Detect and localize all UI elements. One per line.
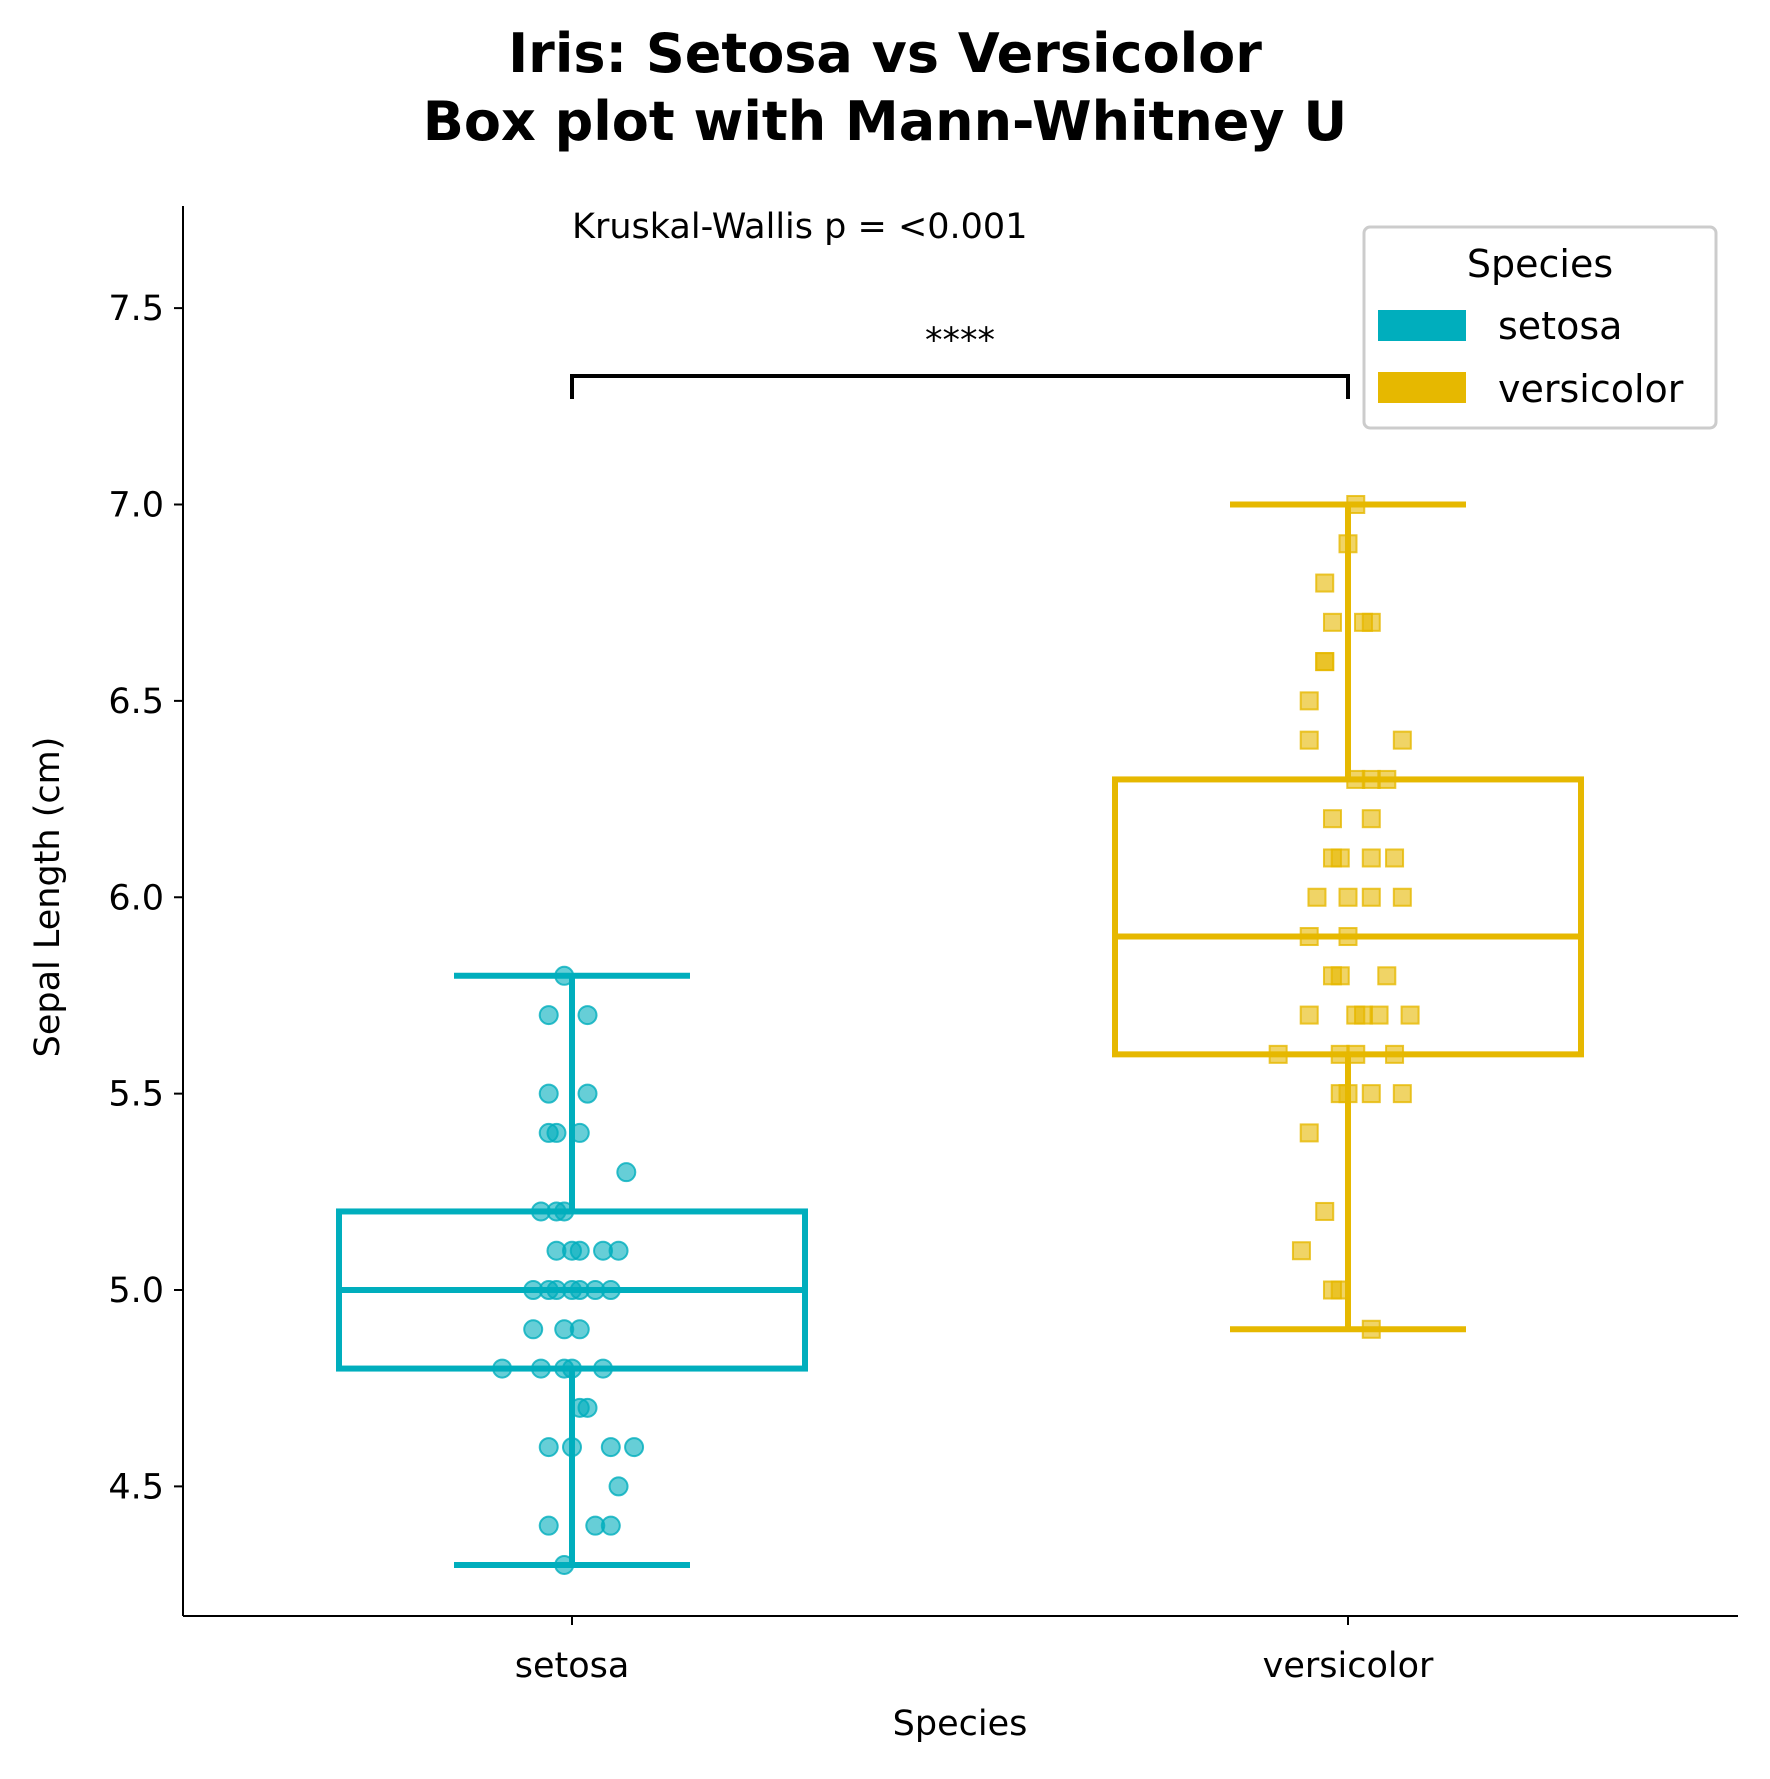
x-tick-label-versicolor: versicolor xyxy=(1263,1646,1434,1686)
data-point-versicolor xyxy=(1338,534,1358,554)
data-point-versicolor xyxy=(1361,809,1381,829)
y-tick-label: 7.0 xyxy=(108,485,164,525)
y-tick-label: 4.5 xyxy=(108,1467,164,1507)
data-point-setosa xyxy=(538,1083,559,1104)
legend: Species setosa versicolor xyxy=(1362,225,1718,430)
data-point-setosa xyxy=(608,1476,629,1497)
data-point-setosa xyxy=(600,1515,621,1536)
data-point-versicolor xyxy=(1338,927,1358,947)
data-point-versicolor xyxy=(1346,494,1366,514)
data-point-versicolor xyxy=(1377,769,1397,789)
data-point-versicolor xyxy=(1330,966,1350,986)
significance-bracket: **** xyxy=(570,321,1350,399)
y-tick-label: 6.0 xyxy=(108,878,164,918)
data-point-setosa xyxy=(600,1437,621,1458)
data-point-setosa xyxy=(546,1122,567,1143)
y-axis-label: Sepal Length (cm) xyxy=(28,737,68,1058)
legend-label-versicolor: versicolor xyxy=(1498,367,1684,411)
data-point-versicolor xyxy=(1322,612,1342,632)
data-point-setosa xyxy=(569,1240,590,1261)
box-group-setosa xyxy=(336,965,808,1575)
data-point-versicolor xyxy=(1299,927,1319,947)
data-point-setosa xyxy=(577,1005,598,1026)
data-point-versicolor xyxy=(1338,887,1358,907)
data-point-versicolor xyxy=(1385,848,1405,868)
data-point-versicolor xyxy=(1361,887,1381,907)
data-point-versicolor xyxy=(1307,887,1327,907)
data-point-setosa xyxy=(593,1358,614,1379)
data-point-versicolor xyxy=(1377,966,1397,986)
legend-swatch-versicolor xyxy=(1378,372,1466,403)
data-point-versicolor xyxy=(1361,1084,1381,1104)
data-point-setosa xyxy=(577,1397,598,1418)
data-point-versicolor xyxy=(1322,809,1342,829)
data-point-versicolor xyxy=(1315,1201,1335,1221)
data-point-versicolor xyxy=(1361,769,1381,789)
data-point-setosa xyxy=(569,1319,590,1340)
data-point-versicolor xyxy=(1385,1044,1405,1064)
data-point-versicolor xyxy=(1299,691,1319,711)
data-point-versicolor xyxy=(1338,1084,1358,1104)
y-tick-label: 7.5 xyxy=(108,289,164,329)
data-point-setosa xyxy=(624,1437,645,1458)
x-ticks: setosa versicolor xyxy=(515,1616,1434,1686)
x-tick-label-setosa: setosa xyxy=(515,1646,630,1686)
plot-area xyxy=(336,494,1584,1575)
y-tick-label: 5.0 xyxy=(108,1271,164,1311)
legend-title: Species xyxy=(1467,242,1613,286)
data-point-versicolor xyxy=(1330,848,1350,868)
chart-title-line-2: Box plot with Mann-Whitney U xyxy=(423,90,1348,153)
x-axis-label: Species xyxy=(893,1704,1028,1744)
data-point-versicolor xyxy=(1299,1005,1319,1025)
data-point-setosa xyxy=(530,1358,551,1379)
data-point-versicolor xyxy=(1299,1123,1319,1143)
data-point-versicolor xyxy=(1315,573,1335,593)
data-point-setosa xyxy=(569,1122,590,1143)
data-point-versicolor xyxy=(1392,730,1412,750)
data-point-versicolor xyxy=(1268,1044,1288,1064)
data-point-versicolor xyxy=(1354,1005,1374,1025)
data-point-setosa xyxy=(554,1554,575,1575)
data-point-versicolor xyxy=(1361,612,1381,632)
data-point-versicolor xyxy=(1361,1319,1381,1339)
data-point-setosa xyxy=(538,1005,559,1026)
y-ticks: 4.5 5.0 5.5 6.0 6.5 7.0 7.5 xyxy=(108,289,183,1507)
y-tick-label: 5.5 xyxy=(108,1075,164,1115)
data-point-versicolor xyxy=(1369,1005,1389,1025)
box-group-versicolor xyxy=(1112,494,1584,1339)
y-tick-label: 6.5 xyxy=(108,682,164,722)
data-point-setosa xyxy=(523,1319,544,1340)
data-point-versicolor xyxy=(1346,1044,1366,1064)
data-point-versicolor xyxy=(1315,652,1335,672)
legend-swatch-setosa xyxy=(1378,310,1466,341)
significance-stars: **** xyxy=(925,321,995,361)
data-point-versicolor xyxy=(1299,730,1319,750)
data-point-setosa xyxy=(554,1201,575,1222)
kruskal-wallis-annotation: Kruskal-Wallis p = <0.001 xyxy=(572,207,1027,247)
data-point-versicolor xyxy=(1361,848,1381,868)
data-point-setosa xyxy=(562,1358,582,1379)
significance-bracket-line xyxy=(570,374,1350,399)
data-point-versicolor xyxy=(1392,887,1412,907)
data-point-setosa xyxy=(577,1083,598,1104)
legend-label-setosa: setosa xyxy=(1498,304,1622,348)
data-point-setosa xyxy=(538,1437,559,1458)
data-point-setosa xyxy=(562,1437,582,1458)
data-point-versicolor xyxy=(1400,1005,1420,1025)
data-point-setosa xyxy=(616,1162,637,1183)
data-point-setosa xyxy=(608,1240,629,1261)
data-point-versicolor xyxy=(1392,1084,1412,1104)
data-point-setosa xyxy=(554,965,575,986)
data-point-setosa xyxy=(492,1358,513,1379)
data-point-versicolor xyxy=(1291,1241,1311,1261)
data-point-versicolor xyxy=(1330,1044,1350,1064)
chart-title-line-1: Iris: Setosa vs Versicolor xyxy=(508,22,1262,85)
data-point-versicolor xyxy=(1330,1280,1350,1300)
data-point-setosa xyxy=(600,1280,621,1301)
data-point-setosa xyxy=(538,1515,559,1536)
data-point-versicolor xyxy=(1346,769,1366,789)
